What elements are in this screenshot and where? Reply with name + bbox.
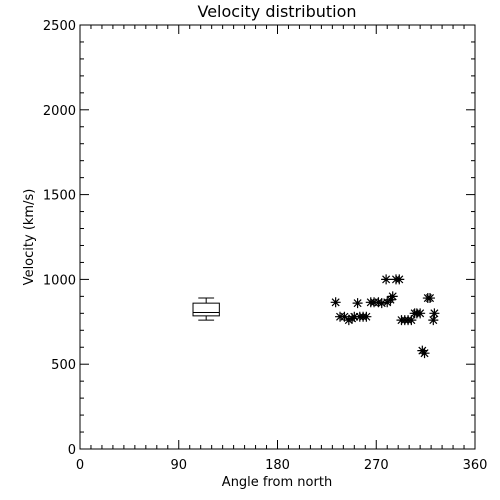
data-point <box>419 348 430 359</box>
x-tick-label: 270 <box>364 458 389 473</box>
chart-title: Velocity distribution <box>197 2 356 21</box>
data-point <box>352 298 363 309</box>
x-axis: 0 90 180 270 360 <box>76 25 488 473</box>
y-tick-label: 2000 <box>43 104 76 119</box>
x-axis-title: Angle from north <box>222 475 332 490</box>
y-tick-label: 2500 <box>43 19 76 34</box>
box-iqr <box>192 302 220 317</box>
x-tick-label: 90 <box>170 458 187 473</box>
y-axis: 0 500 1000 1500 2000 2500 <box>43 19 475 458</box>
x-tick-label: 0 <box>76 458 84 473</box>
data-point <box>428 315 439 326</box>
plot-frame <box>79 24 476 450</box>
y-tick-label: 1500 <box>43 189 76 204</box>
data-point <box>387 291 398 302</box>
data-point <box>373 297 384 308</box>
x-tick-label: 360 <box>463 458 488 473</box>
data-point <box>343 315 354 326</box>
y-tick-label: 1000 <box>43 273 76 288</box>
data-point <box>381 274 392 285</box>
data-point <box>385 294 396 305</box>
data-point <box>406 315 417 326</box>
data-point <box>376 298 387 309</box>
data-points <box>330 274 440 359</box>
data-point <box>429 308 440 319</box>
y-tick-label: 500 <box>51 358 76 373</box>
data-point <box>330 297 341 308</box>
boxplot <box>192 297 220 321</box>
x-tick-label: 180 <box>265 458 290 473</box>
data-point <box>361 311 372 322</box>
data-point <box>339 311 350 322</box>
data-point <box>349 311 360 322</box>
y-axis-title: Velocity (km/s) <box>22 189 37 286</box>
data-point <box>425 293 436 304</box>
y-tick-label: 0 <box>68 443 76 458</box>
data-point <box>394 274 405 285</box>
data-point <box>415 308 426 319</box>
